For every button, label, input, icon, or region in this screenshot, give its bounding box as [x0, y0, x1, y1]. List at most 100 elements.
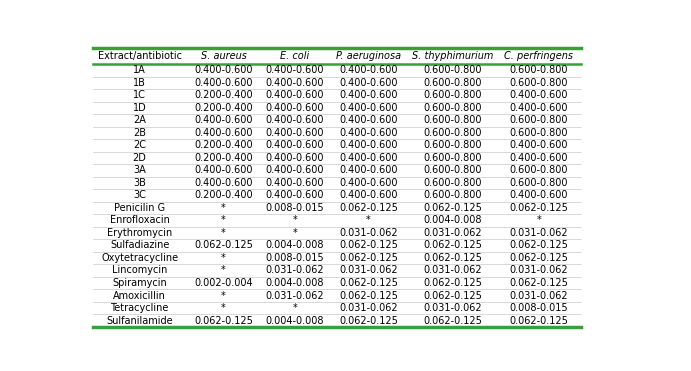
Text: 0.400-0.600: 0.400-0.600 — [339, 128, 398, 138]
Text: *: * — [221, 266, 226, 276]
Text: 0.400-0.600: 0.400-0.600 — [510, 141, 568, 151]
Text: 1A: 1A — [133, 65, 146, 75]
Text: 0.200-0.400: 0.200-0.400 — [194, 103, 253, 113]
Text: 0.400-0.600: 0.400-0.600 — [265, 103, 324, 113]
Text: 3A: 3A — [133, 165, 146, 175]
Text: 0.062-0.125: 0.062-0.125 — [339, 253, 398, 263]
Text: 0.031-0.062: 0.031-0.062 — [339, 303, 398, 313]
Text: 0.200-0.400: 0.200-0.400 — [194, 153, 253, 163]
Text: Lincomycin: Lincomycin — [112, 266, 167, 276]
Text: 0.031-0.062: 0.031-0.062 — [423, 303, 482, 313]
Text: *: * — [221, 228, 226, 238]
Text: 0.062-0.125: 0.062-0.125 — [423, 290, 482, 301]
Text: 0.008-0.015: 0.008-0.015 — [509, 303, 568, 313]
Text: 0.062-0.125: 0.062-0.125 — [339, 278, 398, 288]
Text: 1D: 1D — [133, 103, 146, 113]
Text: *: * — [221, 203, 226, 213]
Text: 0.400-0.600: 0.400-0.600 — [194, 178, 253, 188]
Text: 0.400-0.600: 0.400-0.600 — [265, 65, 324, 75]
Text: 0.400-0.600: 0.400-0.600 — [339, 103, 398, 113]
Text: 2C: 2C — [133, 141, 146, 151]
Text: Erythromycin: Erythromycin — [107, 228, 172, 238]
Text: 0.600-0.800: 0.600-0.800 — [423, 153, 482, 163]
Text: 0.031-0.062: 0.031-0.062 — [265, 290, 324, 301]
Text: 0.062-0.125: 0.062-0.125 — [423, 315, 482, 325]
Text: 0.062-0.125: 0.062-0.125 — [339, 315, 398, 325]
Text: 0.600-0.800: 0.600-0.800 — [510, 178, 568, 188]
Text: 0.031-0.062: 0.031-0.062 — [265, 266, 324, 276]
Text: 0.400-0.600: 0.400-0.600 — [265, 115, 324, 125]
Text: 0.600-0.800: 0.600-0.800 — [510, 115, 568, 125]
Text: S. thyphimurium: S. thyphimurium — [412, 51, 493, 61]
Text: *: * — [221, 290, 226, 301]
Text: 0.062-0.125: 0.062-0.125 — [423, 278, 482, 288]
Text: 0.400-0.600: 0.400-0.600 — [339, 115, 398, 125]
Text: 0.400-0.600: 0.400-0.600 — [510, 190, 568, 200]
Text: Sulfanilamide: Sulfanilamide — [106, 315, 173, 325]
Text: 0.002-0.004: 0.002-0.004 — [194, 278, 253, 288]
Text: 0.400-0.600: 0.400-0.600 — [339, 153, 398, 163]
Text: C. perfringens: C. perfringens — [504, 51, 574, 61]
Text: 0.400-0.600: 0.400-0.600 — [194, 78, 253, 88]
Text: 0.600-0.800: 0.600-0.800 — [423, 103, 482, 113]
Text: 0.400-0.600: 0.400-0.600 — [194, 115, 253, 125]
Text: *: * — [536, 216, 541, 226]
Text: 0.062-0.125: 0.062-0.125 — [509, 278, 568, 288]
Text: 0.008-0.015: 0.008-0.015 — [265, 253, 324, 263]
Text: 0.004-0.008: 0.004-0.008 — [423, 216, 482, 226]
Text: 1C: 1C — [133, 91, 146, 101]
Text: 0.400-0.600: 0.400-0.600 — [339, 190, 398, 200]
Text: 1B: 1B — [133, 78, 146, 88]
Text: 0.031-0.062: 0.031-0.062 — [509, 266, 568, 276]
Text: 0.062-0.125: 0.062-0.125 — [339, 290, 398, 301]
Text: 0.600-0.800: 0.600-0.800 — [423, 190, 482, 200]
Text: 0.400-0.600: 0.400-0.600 — [339, 91, 398, 101]
Text: 0.062-0.125: 0.062-0.125 — [509, 203, 568, 213]
Text: 0.062-0.125: 0.062-0.125 — [509, 253, 568, 263]
Text: 0.400-0.600: 0.400-0.600 — [339, 141, 398, 151]
Text: 0.600-0.800: 0.600-0.800 — [423, 141, 482, 151]
Text: 0.400-0.600: 0.400-0.600 — [339, 78, 398, 88]
Text: 0.400-0.600: 0.400-0.600 — [265, 190, 324, 200]
Text: Sulfadiazine: Sulfadiazine — [110, 240, 169, 250]
Text: 0.400-0.600: 0.400-0.600 — [265, 128, 324, 138]
Text: 0.400-0.600: 0.400-0.600 — [510, 153, 568, 163]
Text: 0.062-0.125: 0.062-0.125 — [423, 253, 482, 263]
Text: 0.400-0.600: 0.400-0.600 — [265, 141, 324, 151]
Text: Oxytetracycline: Oxytetracycline — [101, 253, 178, 263]
Text: *: * — [292, 228, 297, 238]
Text: 0.062-0.125: 0.062-0.125 — [509, 315, 568, 325]
Text: 0.031-0.062: 0.031-0.062 — [509, 228, 568, 238]
Text: 0.200-0.400: 0.200-0.400 — [194, 91, 253, 101]
Text: 0.600-0.800: 0.600-0.800 — [423, 78, 482, 88]
Text: 3B: 3B — [133, 178, 146, 188]
Text: 0.062-0.125: 0.062-0.125 — [423, 203, 482, 213]
Text: 0.004-0.008: 0.004-0.008 — [265, 278, 324, 288]
Text: 2A: 2A — [133, 115, 146, 125]
Text: S. aureus: S. aureus — [200, 51, 247, 61]
Text: 0.031-0.062: 0.031-0.062 — [339, 266, 398, 276]
Text: 0.400-0.600: 0.400-0.600 — [265, 91, 324, 101]
Text: 0.400-0.600: 0.400-0.600 — [265, 165, 324, 175]
Text: *: * — [292, 216, 297, 226]
Text: 0.600-0.800: 0.600-0.800 — [423, 128, 482, 138]
Text: 0.600-0.800: 0.600-0.800 — [423, 178, 482, 188]
Text: 0.400-0.600: 0.400-0.600 — [510, 103, 568, 113]
Text: Tetracycline: Tetracycline — [111, 303, 169, 313]
Text: P. aeruginosa: P. aeruginosa — [336, 51, 401, 61]
Text: 0.031-0.062: 0.031-0.062 — [509, 290, 568, 301]
Text: 0.400-0.600: 0.400-0.600 — [265, 153, 324, 163]
Text: 0.031-0.062: 0.031-0.062 — [423, 228, 482, 238]
Text: 0.062-0.125: 0.062-0.125 — [194, 315, 253, 325]
Text: 3C: 3C — [133, 190, 146, 200]
Text: 0.600-0.800: 0.600-0.800 — [423, 65, 482, 75]
Text: 0.600-0.800: 0.600-0.800 — [510, 65, 568, 75]
Text: 0.600-0.800: 0.600-0.800 — [423, 165, 482, 175]
Text: 0.400-0.600: 0.400-0.600 — [194, 165, 253, 175]
Text: 0.400-0.600: 0.400-0.600 — [339, 65, 398, 75]
Text: 0.004-0.008: 0.004-0.008 — [265, 240, 324, 250]
Text: 0.062-0.125: 0.062-0.125 — [339, 240, 398, 250]
Text: 0.062-0.125: 0.062-0.125 — [194, 240, 253, 250]
Text: 0.400-0.600: 0.400-0.600 — [194, 65, 253, 75]
Text: 0.062-0.125: 0.062-0.125 — [423, 240, 482, 250]
